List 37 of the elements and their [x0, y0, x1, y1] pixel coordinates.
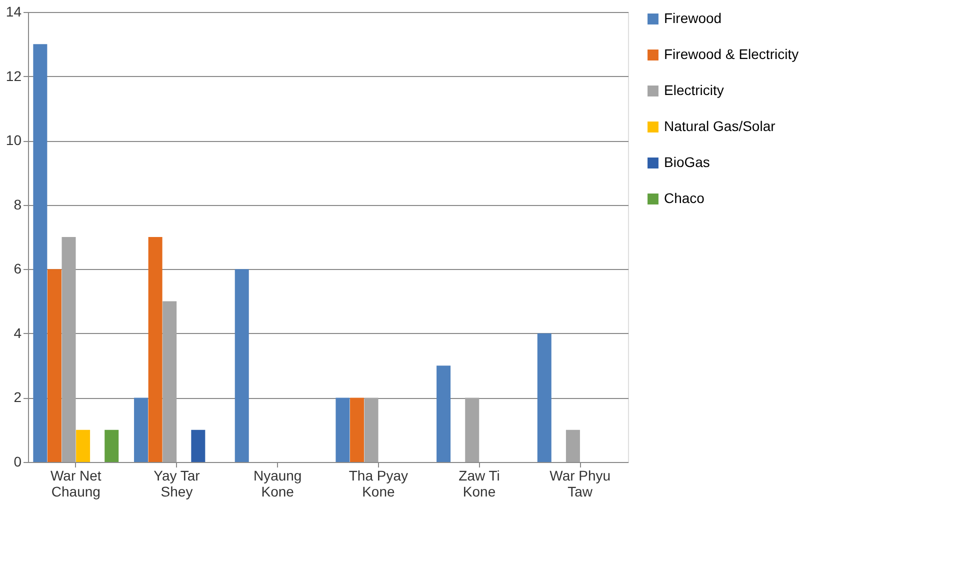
x-tick-label: War Phyu Taw [550, 468, 611, 500]
x-tick-label: War Net Chaung [50, 468, 102, 500]
bar [104, 430, 119, 462]
x-tick-label: Yay Tar Shey [154, 468, 200, 500]
bar [537, 333, 552, 462]
legend-label: BioGas [664, 154, 710, 170]
x-tick-label: Nyaung Kone [253, 468, 302, 500]
x-tick-label: Zaw Ti Kone [458, 468, 500, 500]
legend-label: Firewood [664, 10, 722, 26]
x-tick-label: Tha Pyay Kone [348, 468, 408, 500]
bar [134, 398, 148, 462]
bar [191, 430, 206, 462]
bar [162, 301, 177, 462]
bar [47, 269, 62, 462]
bar [465, 398, 480, 462]
bar [566, 430, 580, 462]
bar [234, 269, 249, 462]
bar [436, 366, 451, 462]
y-tick-label: 2 [14, 389, 22, 406]
bar [76, 430, 90, 462]
bar [350, 398, 364, 462]
legend-label: Natural Gas/Solar [664, 118, 776, 134]
y-tick-label: 14 [6, 4, 22, 20]
legend-label: Chaco [664, 190, 705, 206]
legend-label: Firewood & Electricity [664, 46, 799, 62]
bar [148, 237, 162, 462]
y-tick-label: 10 [6, 132, 22, 148]
y-tick-label: 12 [6, 68, 22, 84]
y-tick-label: 8 [14, 196, 22, 212]
bar [62, 237, 76, 462]
y-tick-label: 4 [14, 324, 22, 341]
bar [364, 398, 378, 462]
y-tick-label: 6 [14, 260, 22, 277]
y-tick-label: 0 [14, 454, 22, 470]
legend-label: Electricity [664, 82, 724, 98]
bar [336, 398, 350, 462]
bar [33, 44, 48, 462]
